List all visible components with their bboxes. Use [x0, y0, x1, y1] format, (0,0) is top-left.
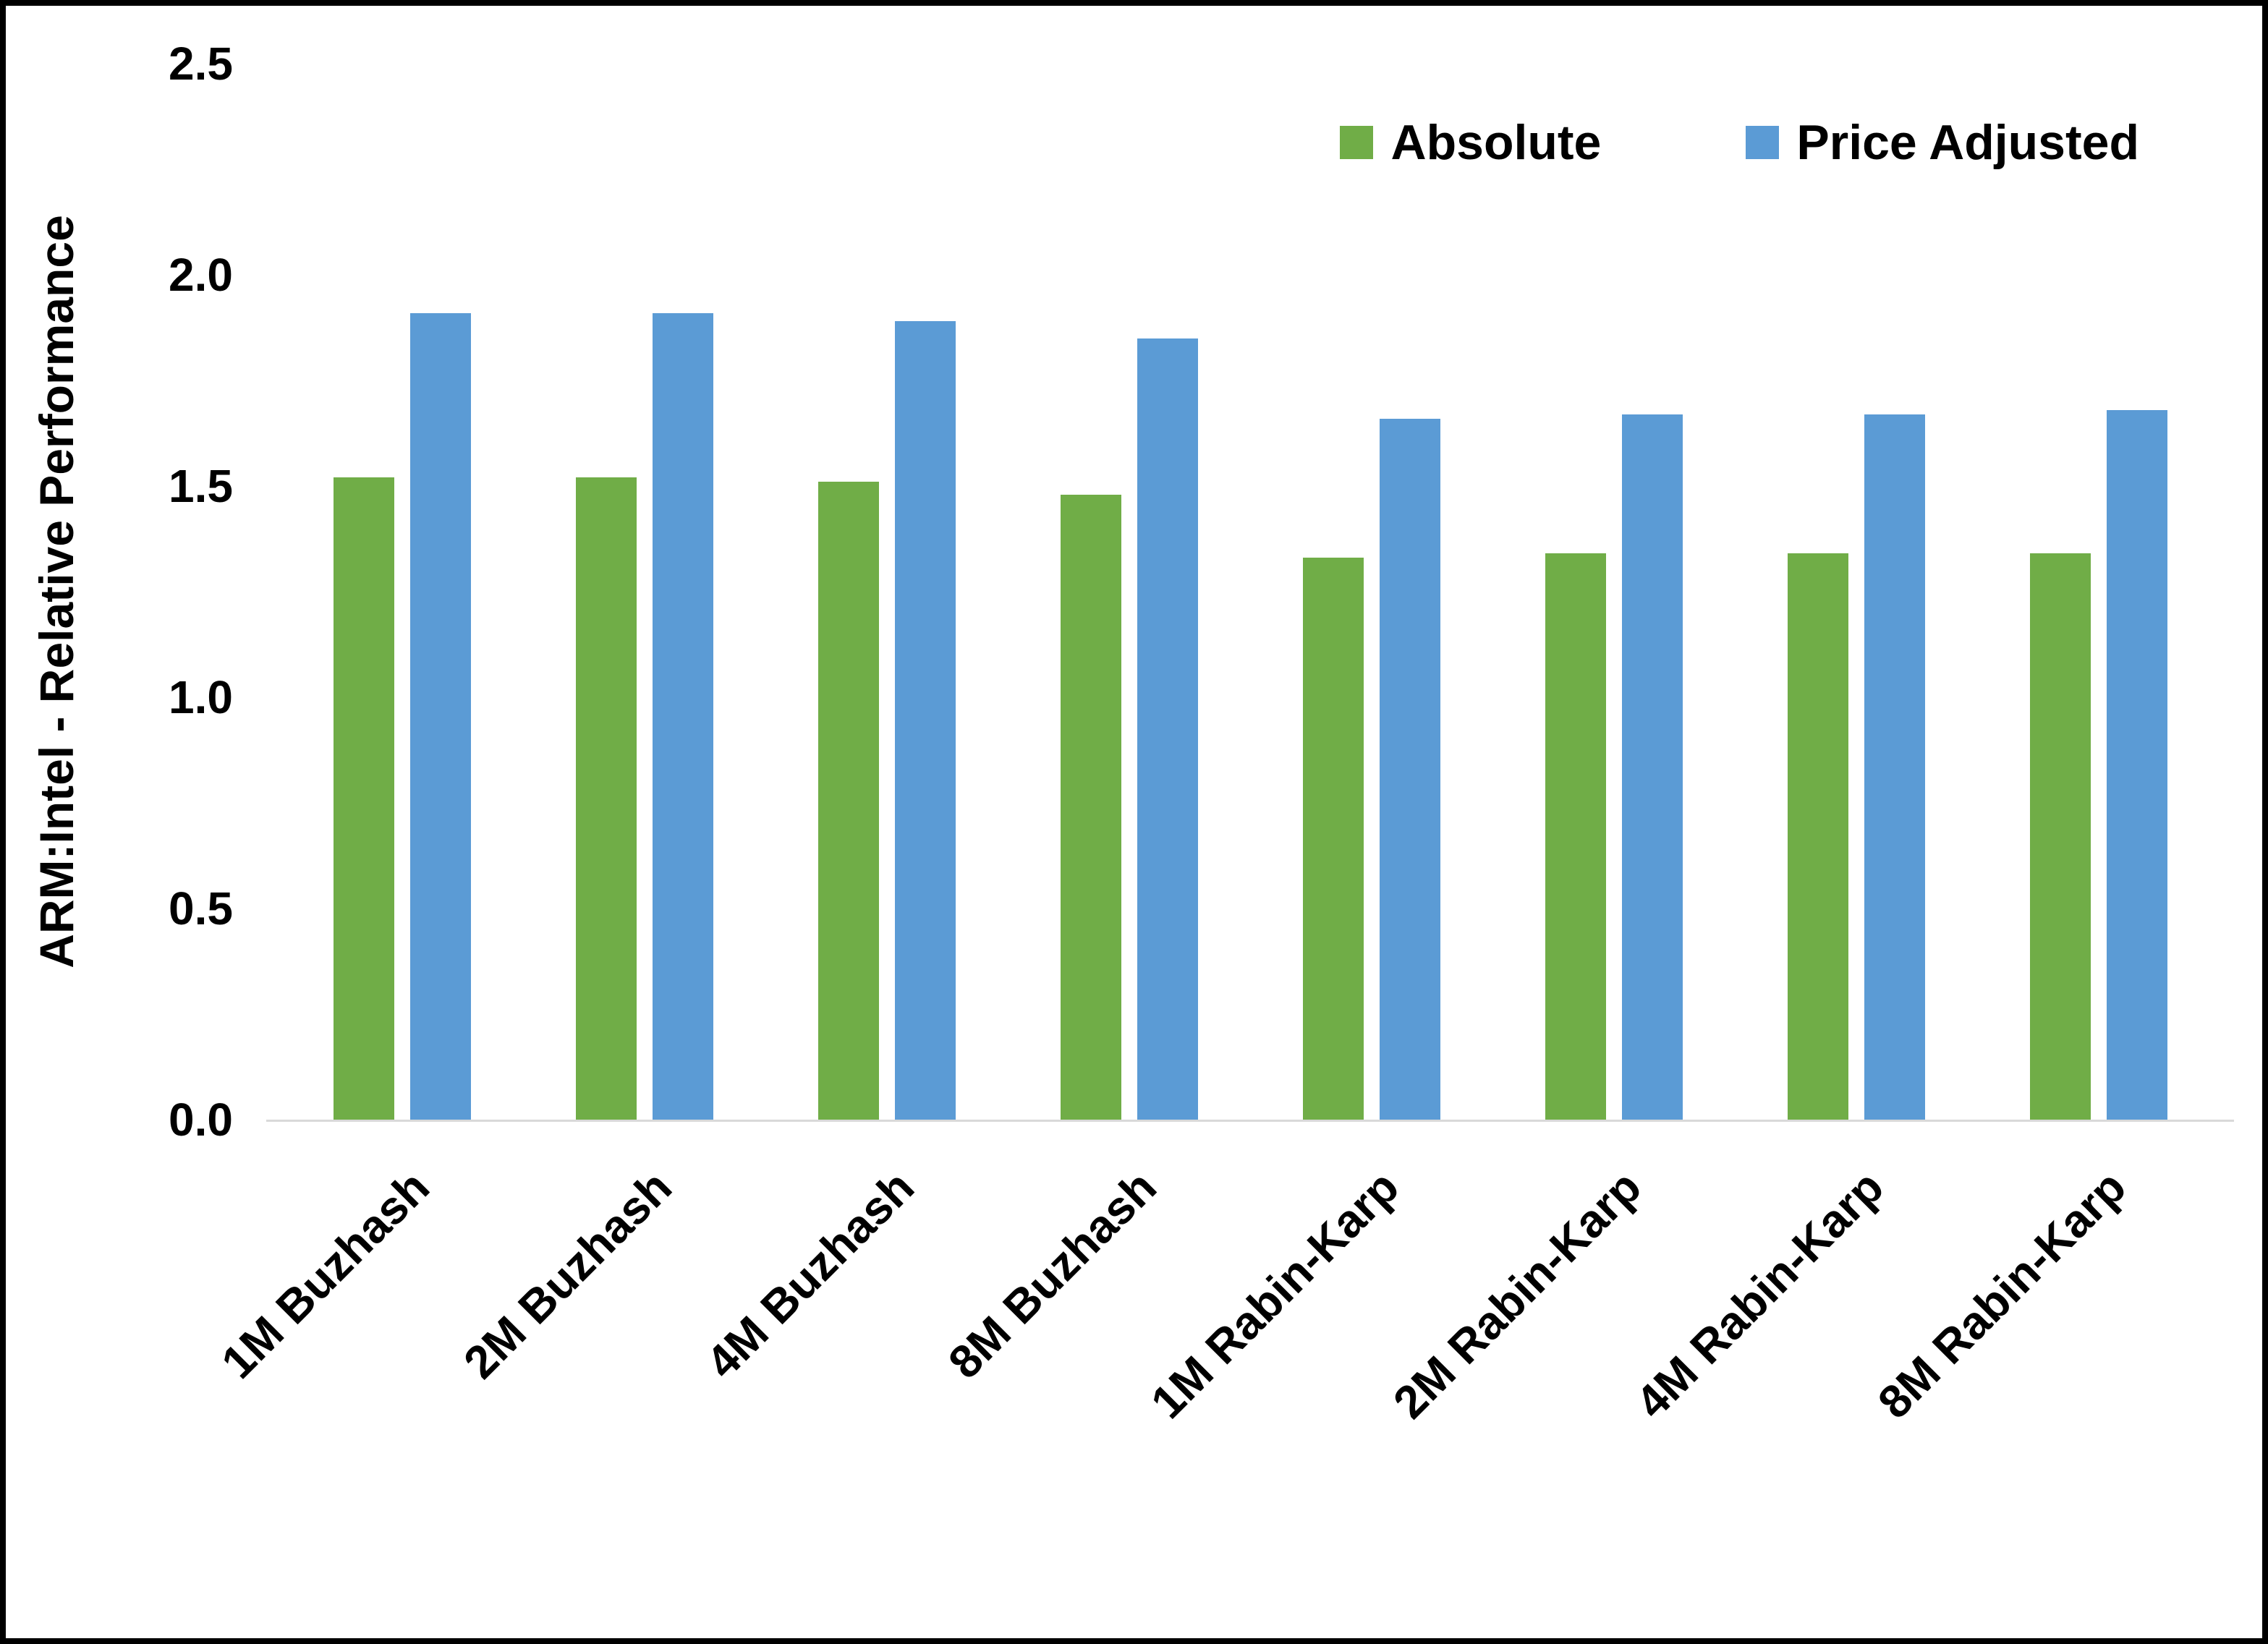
y-axis-title: ARM:Intel - Relative Performance	[30, 215, 84, 968]
y-axis-title-wrap: ARM:Intel - Relative Performance	[13, 64, 100, 1120]
y-tick-label: 1.5	[169, 460, 233, 512]
bar-price-adjusted	[652, 312, 713, 1120]
bar-group-2m-buzhash	[523, 64, 765, 1120]
plot-area	[281, 64, 2220, 1120]
legend: Absolute Price Adjusted	[1340, 114, 2139, 171]
bar-absolute	[2029, 553, 2091, 1120]
y-tick-label: 1.0	[169, 671, 233, 723]
bar-price-adjusted	[409, 312, 471, 1120]
bar-price-adjusted	[1864, 414, 1925, 1120]
bar-absolute	[333, 477, 394, 1120]
bar-price-adjusted	[1379, 418, 1440, 1120]
bar-absolute	[1787, 553, 1848, 1120]
bar-price-adjusted	[1621, 414, 1683, 1120]
x-axis-line	[266, 1120, 2234, 1122]
x-axis-category-labels: 1M Buzhash 2M Buzhash 4M Buzhash 8M Buzhash…	[211, 1134, 2220, 1583]
y-tick-label: 2.0	[169, 249, 233, 301]
bar-group-4m-rabin-karp	[1735, 64, 1977, 1120]
bar-group-8m-rabin-karp	[1977, 64, 2220, 1120]
bar-price-adjusted	[894, 321, 956, 1120]
bar-price-adjusted	[1137, 338, 1198, 1120]
bar-absolute	[817, 482, 879, 1120]
legend-item-price-adjusted: Price Adjusted	[1746, 114, 2139, 171]
bar-group-2m-rabin-karp	[1492, 64, 1735, 1120]
legend-item-absolute: Absolute	[1340, 114, 1601, 171]
bar-group-8m-buzhash	[1008, 64, 1250, 1120]
bar-absolute	[1302, 558, 1364, 1120]
legend-swatch-price-adjusted	[1746, 126, 1780, 159]
legend-swatch-absolute	[1340, 126, 1374, 159]
bar-group-1m-rabin-karp	[1250, 64, 1492, 1120]
bar-price-adjusted	[2106, 409, 2167, 1120]
bar-absolute	[1060, 494, 1121, 1120]
x-category-label: 1M Buzhash	[211, 1160, 440, 1389]
bar-absolute	[575, 477, 637, 1120]
bar-absolute	[1545, 553, 1606, 1120]
y-tick-label: 0.0	[169, 1094, 233, 1146]
y-tick-label: 0.5	[169, 882, 233, 934]
y-tick-label: 2.5	[169, 38, 233, 90]
legend-label-absolute: Absolute	[1390, 115, 1602, 170]
legend-label-price-adjusted: Price Adjusted	[1796, 115, 2139, 170]
bar-group-4m-buzhash	[765, 64, 1008, 1120]
bar-group-1m-buzhash	[281, 64, 523, 1120]
x-label-cell: 8M Rabin-Karp	[1868, 1134, 2220, 1583]
